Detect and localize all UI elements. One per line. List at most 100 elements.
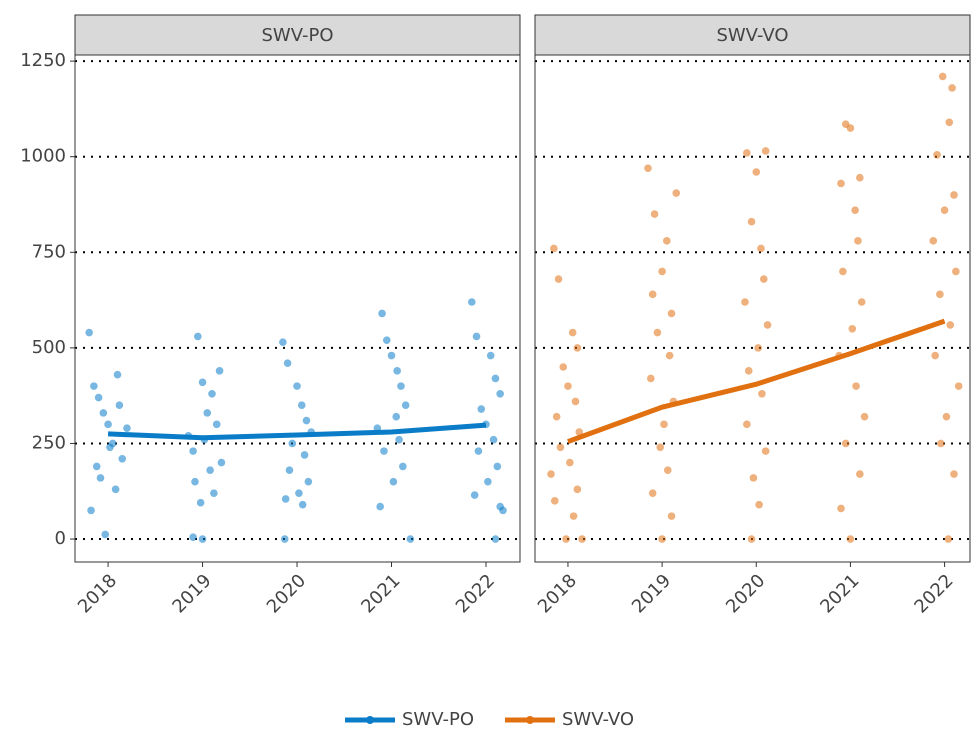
point <box>846 535 855 543</box>
point <box>837 504 845 513</box>
point <box>554 275 563 283</box>
point <box>87 506 95 515</box>
point <box>493 462 502 471</box>
point <box>189 533 197 541</box>
x-tick-label: 2018 <box>74 570 121 617</box>
point <box>837 179 845 188</box>
point <box>203 409 212 417</box>
point <box>382 336 391 345</box>
x-tick-label: 2022 <box>910 570 957 617</box>
y-tick-label: 500 <box>32 337 66 358</box>
point <box>667 512 676 520</box>
point <box>566 458 574 467</box>
point <box>94 393 103 402</box>
point <box>198 378 207 387</box>
point <box>484 477 492 486</box>
point <box>851 206 859 215</box>
point <box>90 382 98 390</box>
point <box>743 420 751 429</box>
point <box>468 298 476 306</box>
point <box>206 466 214 475</box>
point <box>556 443 565 452</box>
point <box>302 416 311 425</box>
point <box>96 474 105 482</box>
point <box>754 344 762 352</box>
point <box>115 401 124 410</box>
point <box>397 382 405 390</box>
point <box>550 244 558 253</box>
point <box>393 367 401 375</box>
point <box>952 267 960 276</box>
point <box>857 298 866 306</box>
point <box>573 344 582 352</box>
point <box>295 489 303 497</box>
point <box>929 237 938 245</box>
point <box>111 485 120 494</box>
point <box>667 309 676 318</box>
point <box>752 168 761 176</box>
x-tick-label: 2022 <box>452 570 499 617</box>
point <box>656 443 665 452</box>
point <box>945 118 954 127</box>
strip <box>534 14 971 56</box>
point <box>648 290 657 299</box>
legend-dot <box>366 716 374 724</box>
point <box>761 447 770 455</box>
point <box>658 267 666 276</box>
point <box>744 367 753 375</box>
point <box>749 474 758 482</box>
point <box>846 124 855 132</box>
x-tick-label: 2020 <box>722 570 769 617</box>
point <box>470 491 479 499</box>
point <box>304 477 313 486</box>
point <box>212 420 221 429</box>
y-tick-label: 250 <box>32 432 66 453</box>
point <box>285 466 294 475</box>
strip <box>74 14 521 56</box>
point <box>647 374 655 383</box>
point <box>472 332 481 341</box>
point <box>92 462 101 471</box>
point <box>944 535 953 543</box>
point <box>552 412 561 421</box>
point <box>933 150 941 159</box>
point <box>406 535 415 543</box>
point <box>293 382 301 390</box>
point <box>569 512 578 520</box>
point <box>757 244 765 253</box>
point <box>841 439 850 448</box>
point <box>550 497 559 505</box>
point <box>562 535 570 543</box>
point <box>389 477 398 486</box>
point <box>761 147 770 155</box>
y-tick-label: 0 <box>55 528 66 549</box>
point <box>281 495 290 503</box>
point <box>85 328 93 337</box>
point <box>946 321 955 329</box>
point <box>401 401 410 410</box>
legend-label: SWV-PO <box>402 709 474 729</box>
point <box>123 424 131 432</box>
point <box>936 290 944 299</box>
point <box>297 401 306 410</box>
point <box>499 506 507 515</box>
point <box>763 321 772 329</box>
point <box>653 328 662 337</box>
point <box>937 439 945 448</box>
point <box>571 397 580 406</box>
point <box>399 462 407 471</box>
point <box>215 367 224 375</box>
point <box>298 500 307 509</box>
point <box>950 470 958 478</box>
point <box>559 363 568 371</box>
point <box>217 458 226 467</box>
point <box>573 485 582 494</box>
point <box>852 382 860 390</box>
point <box>101 530 110 539</box>
point <box>931 351 939 360</box>
point <box>378 309 386 318</box>
point <box>376 502 384 511</box>
point <box>288 439 297 448</box>
point <box>198 535 207 543</box>
x-tick-label: 2021 <box>357 570 404 617</box>
